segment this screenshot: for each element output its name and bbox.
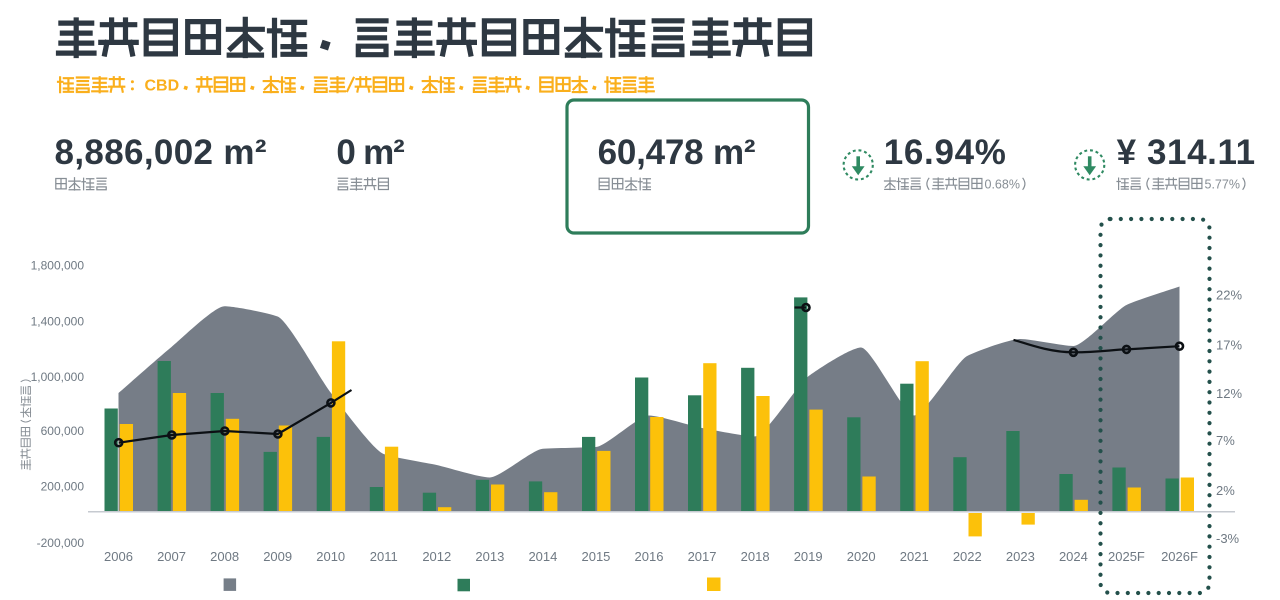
svg-text:0 m²: 0 m² — [336, 133, 404, 172]
svg-text:2020: 2020 — [847, 549, 876, 564]
svg-text:2018: 2018 — [741, 549, 770, 564]
svg-text:2013: 2013 — [475, 549, 504, 564]
svg-text:2023: 2023 — [1006, 549, 1035, 564]
svg-text:1,800,000: 1,800,000 — [31, 259, 85, 273]
svg-text:2008: 2008 — [210, 549, 239, 564]
svg-text:2011: 2011 — [370, 549, 398, 564]
svg-text:2016: 2016 — [635, 549, 664, 564]
svg-text:2009: 2009 — [263, 549, 292, 564]
svg-text:2019: 2019 — [794, 549, 823, 564]
svg-text:5.77%: 5.77% — [1205, 178, 1240, 192]
svg-text:2012: 2012 — [422, 549, 451, 564]
svg-text:0.68%: 0.68% — [985, 178, 1020, 192]
svg-text:2025F: 2025F — [1108, 549, 1145, 564]
svg-text:22%: 22% — [1216, 288, 1242, 303]
svg-text:7%: 7% — [1216, 433, 1235, 448]
svg-text:2015: 2015 — [581, 549, 610, 564]
svg-text:8,886,002 m²: 8,886,002 m² — [55, 133, 267, 172]
svg-text:12%: 12% — [1216, 386, 1242, 401]
svg-text:2014: 2014 — [528, 549, 557, 564]
svg-text:2%: 2% — [1216, 483, 1235, 498]
svg-text:CBD: CBD — [145, 78, 180, 95]
svg-text:200,000: 200,000 — [41, 480, 85, 494]
svg-text:2007: 2007 — [157, 549, 186, 564]
svg-text:2006: 2006 — [104, 549, 133, 564]
svg-text:1,000,000: 1,000,000 — [31, 370, 85, 384]
svg-text:¥ 314.11: ¥ 314.11 — [1117, 133, 1256, 172]
svg-text:1,400,000: 1,400,000 — [31, 315, 85, 329]
svg-text:2022: 2022 — [953, 549, 982, 564]
svg-text:60,478 m²: 60,478 m² — [598, 133, 756, 172]
svg-text:2026F: 2026F — [1161, 549, 1198, 564]
svg-text:2021: 2021 — [900, 549, 929, 564]
svg-text:2024: 2024 — [1059, 549, 1088, 564]
svg-text:-200,000: -200,000 — [37, 536, 85, 550]
svg-text:16.94%: 16.94% — [884, 133, 1007, 172]
svg-text:600,000: 600,000 — [41, 424, 85, 438]
svg-text:2017: 2017 — [688, 549, 717, 564]
svg-text:-3%: -3% — [1216, 531, 1240, 546]
svg-text:2010: 2010 — [316, 549, 345, 564]
svg-text:17%: 17% — [1216, 338, 1242, 353]
